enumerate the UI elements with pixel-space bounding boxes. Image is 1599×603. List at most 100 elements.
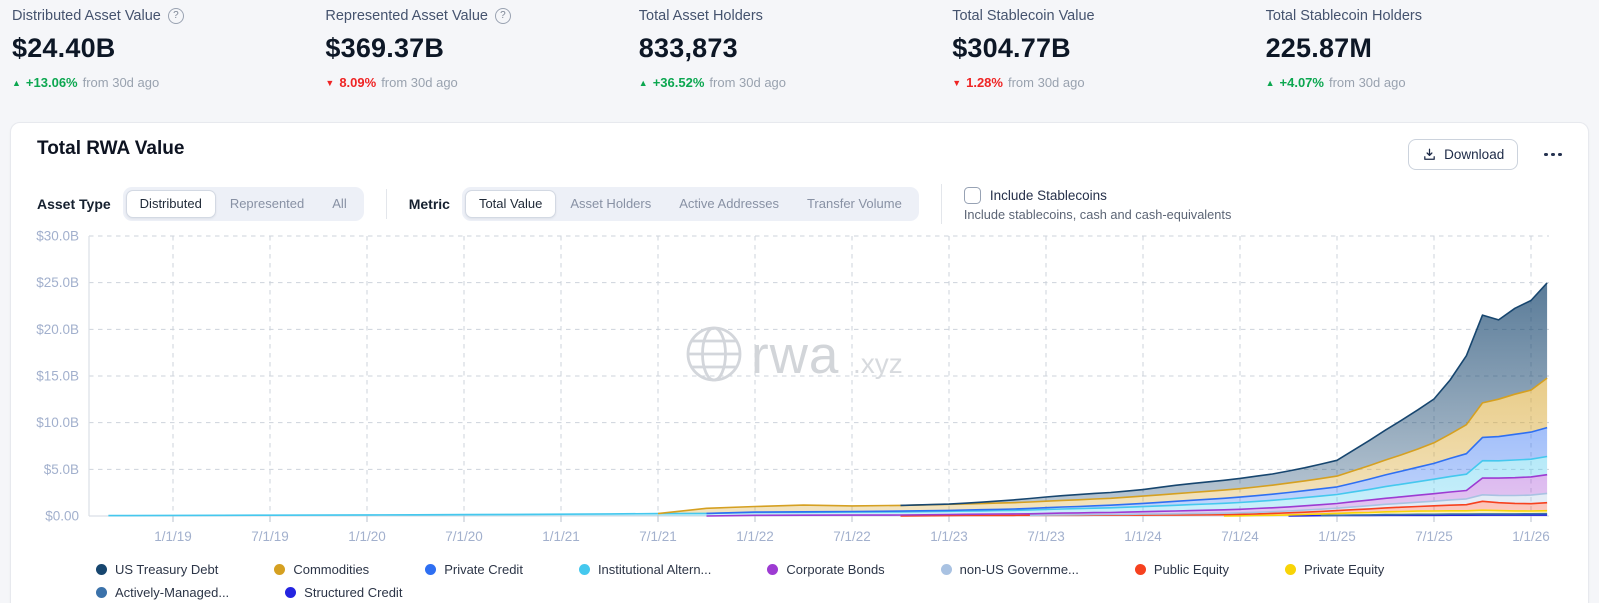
metric-option-active-addresses[interactable]: Active Addresses: [679, 196, 779, 211]
legend-label: Public Equity: [1153, 562, 1230, 577]
trend-up-icon: ▲: [638, 77, 648, 88]
stat-change-pct: +13.06%: [25, 75, 78, 90]
asset-type-option-represented[interactable]: Represented: [229, 196, 305, 211]
total-rwa-value-chart[interactable]: $0.00 $5.0B $10.0B $15.0B $20.0B $25.0B $30.0B…: [11, 226, 1588, 556]
legend-item-corporate-bonds[interactable]: Corporate Bonds: [767, 562, 885, 577]
legend-item-public-equity[interactable]: Public Equity: [1134, 562, 1230, 577]
metric-segmented-control: Total Value Asset Holders Active Addresses…: [461, 187, 919, 221]
legend-dot: [1285, 564, 1297, 575]
stat-value: $304.77B: [952, 33, 1071, 63]
globe-icon: [686, 326, 742, 382]
stat-change-pct: 8.09%: [339, 75, 377, 90]
y-axis-label: $20.0B: [36, 322, 79, 337]
line-actively-managed: [1320, 512, 1548, 517]
y-axis-label: $0.00: [45, 509, 79, 524]
download-icon: [1424, 148, 1435, 160]
legend-label: Structured Credit: [304, 585, 403, 600]
stat-distributed-asset-value: Distributed Asset Value? $24.40B ▲ +13.06% f…: [12, 6, 325, 90]
filter-label-asset-type: Asset Type: [37, 196, 111, 212]
stat-change: ▼ 8.09% from 30d ago: [325, 75, 638, 90]
area-corporate-bonds: [706, 474, 1548, 516]
asset-type-option-all[interactable]: All: [332, 196, 347, 211]
legend-label: Private Credit: [444, 562, 523, 577]
legend-item-private-equity[interactable]: Private Equity: [1285, 562, 1384, 577]
metric-option-total-value[interactable]: Total Value: [464, 190, 557, 218]
stat-label: Total Stablecoin Value: [952, 8, 1095, 24]
filter-group-asset-type: Asset Type Distributed Represented All: [37, 187, 364, 221]
metric-option-transfer-volume[interactable]: Transfer Volume: [806, 196, 902, 211]
x-axis-label: 7/1/23: [1027, 529, 1065, 544]
legend-item-us-treasury-debt[interactable]: US Treasury Debt: [96, 562, 218, 577]
more-options-button[interactable]: [1542, 147, 1564, 163]
x-axis-label: 1/1/22: [736, 529, 774, 544]
stat-label: Represented Asset Value: [325, 8, 488, 24]
help-icon[interactable]: ?: [167, 8, 184, 24]
x-axis-label: 1/1/25: [1318, 529, 1356, 544]
page-title: Total RWA Value: [37, 138, 185, 159]
x-axis-label: 7/1/24: [1221, 529, 1259, 544]
download-button[interactable]: Download: [1408, 139, 1519, 170]
include-stablecoins-checkbox[interactable]: [963, 186, 981, 204]
legend-item-private-credit[interactable]: Private Credit: [425, 562, 523, 577]
stat-change-period: from 30d ago: [1328, 75, 1406, 90]
stat-change: ▲ +13.06% from 30d ago: [12, 75, 325, 90]
legend-dot: [274, 564, 286, 575]
chart-legend: US Treasury Debt Commodities Private Credi…: [11, 556, 1588, 603]
legend-item-commodities[interactable]: Commodities: [274, 562, 369, 577]
stat-represented-asset-value: Represented Asset Value? $369.37B ▼ 8.09% fr…: [325, 6, 638, 90]
filter-label-metric: Metric: [408, 196, 450, 212]
area-commodities: [658, 378, 1548, 514]
legend-label: Institutional Altern...: [597, 562, 712, 577]
line-institutional-altern: [108, 455, 1548, 517]
stat-change-pct: 1.28%: [966, 75, 1003, 90]
y-axis-label: $10.0B: [36, 415, 79, 430]
legend-label: Private Equity: [1304, 562, 1385, 577]
legend-label: Corporate Bonds: [786, 562, 885, 577]
legend-dot: [96, 564, 107, 575]
stats-header: Distributed Asset Value? $24.40B ▲ +13.06% f…: [0, 0, 1599, 90]
stat-label: Total Stablecoin Holders: [1265, 8, 1422, 24]
legend-item-non-us-governme[interactable]: non-US Governme...: [940, 562, 1079, 577]
line-private-equity: [1223, 509, 1548, 517]
stat-change: ▲ +4.07% from 30d ago: [1266, 75, 1579, 90]
watermark-suffix: .xyz: [853, 348, 903, 379]
x-axis-label: 1/1/19: [154, 529, 192, 544]
legend-dot: [578, 564, 590, 575]
legend-dot: [1134, 564, 1146, 575]
legend-dot: [940, 564, 952, 575]
line-non-us-governme: [1029, 492, 1548, 517]
total-rwa-value-card: Total RWA Value Download Asset Type Distr…: [10, 122, 1589, 603]
trend-down-icon: ▼: [325, 77, 335, 88]
legend-label: non-US Governme...: [959, 562, 1079, 577]
stat-total-stablecoin-value: Total Stablecoin Value $304.77B ▼ 1.28% from…: [952, 6, 1265, 90]
x-axis-label: 7/1/19: [251, 529, 289, 544]
asset-type-segmented-control: Distributed Represented All: [122, 187, 364, 221]
stat-label: Distributed Asset Value: [12, 8, 161, 24]
stat-value: $24.40B: [12, 33, 116, 63]
include-stablecoins-description: Include stablecoins, cash and cash-equiv…: [963, 206, 1232, 222]
watermark-brand: rwa: [751, 326, 839, 385]
x-axis-label: 7/1/25: [1415, 529, 1453, 544]
include-stablecoins-label[interactable]: Include Stablecoins: [989, 187, 1107, 203]
x-axis-label: 1/1/21: [542, 529, 580, 544]
chart-area: $0.00 $5.0B $10.0B $15.0B $20.0B $25.0B $30.0B…: [11, 226, 1588, 556]
legend-label: Commodities: [293, 562, 370, 577]
legend-item-actively-managed[interactable]: Actively-Managed...: [96, 585, 229, 600]
filter-row: Asset Type Distributed Represented All Metri…: [11, 182, 1588, 226]
x-axis-label: 1/1/23: [930, 529, 968, 544]
x-axis-label: 7/1/20: [445, 529, 483, 544]
legend-item-institutional-altern[interactable]: Institutional Altern...: [578, 562, 712, 577]
stat-change-pct: +4.07%: [1279, 75, 1324, 90]
legend-label: US Treasury Debt: [115, 562, 219, 577]
line-commodities: [657, 377, 1548, 515]
legend-item-structured-credit[interactable]: Structured Credit: [285, 585, 402, 600]
legend-dot: [285, 587, 297, 598]
divider: [385, 189, 387, 219]
y-axis-label: $5.0B: [44, 462, 79, 477]
stat-change: ▲ +36.52% from 30d ago: [639, 75, 952, 90]
y-axis-label: $15.0B: [36, 369, 79, 384]
metric-option-asset-holders[interactable]: Asset Holders: [570, 196, 652, 211]
stat-change-period: from 30d ago: [82, 75, 160, 90]
help-icon[interactable]: ?: [494, 8, 511, 24]
asset-type-option-distributed[interactable]: Distributed: [125, 190, 216, 218]
